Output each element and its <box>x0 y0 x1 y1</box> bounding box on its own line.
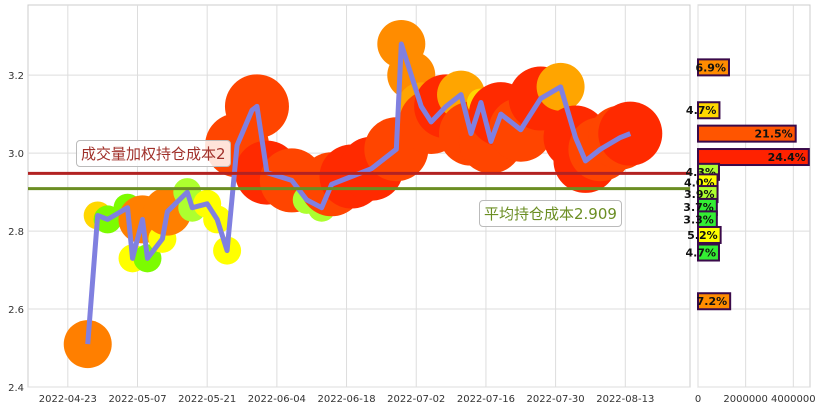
x-tick-label: 2022-04-23 <box>39 394 97 405</box>
weighted-cost-label: 成交量加权持仓成本2 <box>76 140 231 167</box>
price-line <box>85 41 632 345</box>
x-tick-label: 2000000 <box>723 394 768 405</box>
x-tick-label: 2022-07-16 <box>457 394 515 405</box>
y-tick-label: 2.4 <box>8 383 24 394</box>
x-tick-label: 2022-06-04 <box>248 394 306 405</box>
x-tick-label: 2022-08-13 <box>596 394 654 405</box>
distribution-bar <box>697 58 730 77</box>
distribution-bar <box>697 124 797 143</box>
distribution-bar-label: 7.2% <box>697 295 728 308</box>
average-cost-label: 平均持仓成本2.909 <box>479 200 622 227</box>
distribution-bar-label: 6.9% <box>695 61 726 74</box>
y-tick-label: 3.2 <box>8 71 24 82</box>
x-tick-label: 2022-05-21 <box>178 394 236 405</box>
distribution-bar <box>697 292 732 311</box>
distribution-bar-label: 21.5% <box>755 128 793 141</box>
distribution-bar-label: 4.7% <box>685 247 716 260</box>
x-tick-label: 0 <box>695 394 701 405</box>
distribution-bar-label: 5.2% <box>687 229 718 242</box>
distribution-bar-label: 3.9% <box>684 188 715 201</box>
distribution-bar-label: 3.3% <box>683 213 714 226</box>
distribution-bar-label: 24.4% <box>768 151 806 164</box>
y-tick-label: 2.6 <box>8 305 24 316</box>
x-tick-label: 4000000 <box>771 394 816 405</box>
y-tick-label: 3.0 <box>8 149 24 160</box>
y-tick-label: 2.8 <box>8 227 24 238</box>
distribution-bar-label: 4.7% <box>686 104 717 117</box>
x-tick-label: 2022-07-30 <box>527 394 585 405</box>
x-tick-label: 2022-05-07 <box>108 394 166 405</box>
distribution-bar <box>697 148 810 167</box>
distribution-bar <box>697 243 720 262</box>
distribution-bar <box>697 225 722 244</box>
x-tick-label: 2022-06-18 <box>317 394 375 405</box>
distribution-bar <box>697 101 721 120</box>
x-tick-label: 2022-07-02 <box>387 394 445 405</box>
